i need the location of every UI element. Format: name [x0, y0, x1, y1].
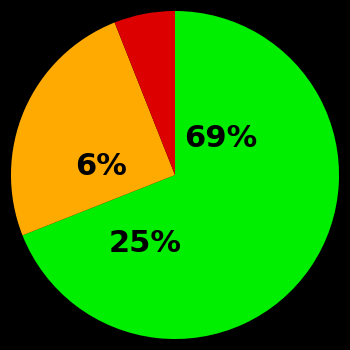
- Text: 25%: 25%: [109, 229, 182, 258]
- Wedge shape: [114, 11, 175, 175]
- Wedge shape: [11, 22, 175, 236]
- Text: 69%: 69%: [184, 124, 258, 153]
- Wedge shape: [22, 11, 339, 339]
- Text: 6%: 6%: [75, 152, 127, 181]
